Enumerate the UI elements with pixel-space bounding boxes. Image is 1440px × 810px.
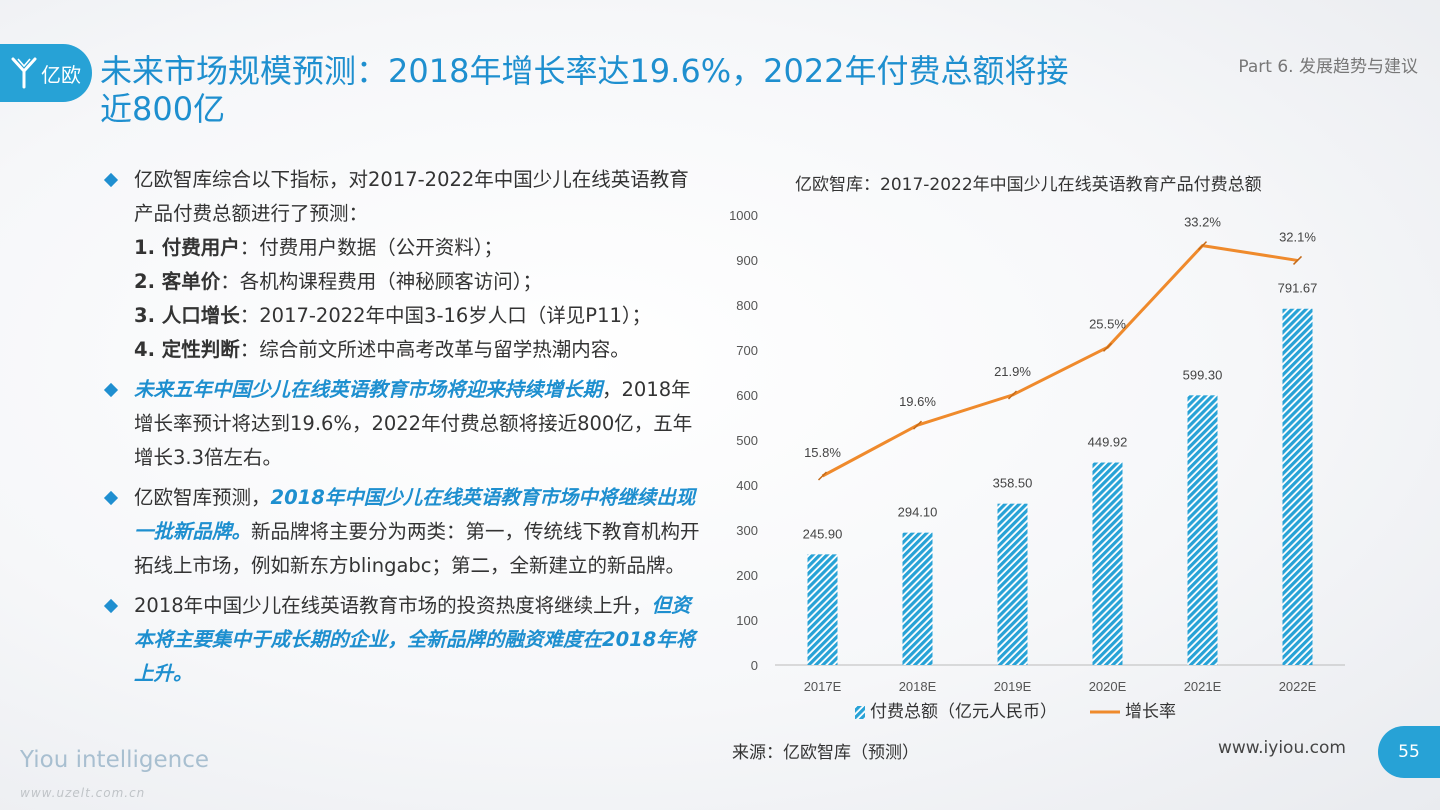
- growth-rate-line: [821, 244, 1298, 478]
- y-tick-label: 1000: [729, 208, 758, 223]
- y-tick-label: 700: [736, 343, 758, 358]
- x-tick-label: 2019E: [994, 679, 1032, 694]
- indicator-text: ：各机构课程费用（神秘顾客访问）；: [220, 270, 543, 293]
- bullet-investment: 2018年中国少儿在线英语教育市场的投资热度将继续上升，但资本将主要集中于成长期…: [103, 589, 704, 691]
- bar-value-label: 358.50: [993, 476, 1033, 491]
- growth-rate-point: [1292, 255, 1303, 265]
- site-url[interactable]: www.iyiou.com: [1218, 738, 1346, 758]
- bullet-pre: 2018年中国少儿在线英语教育市场的投资热度将继续上升，: [134, 594, 652, 617]
- x-tick-label: 2020E: [1089, 679, 1127, 694]
- indicator-label: 3. 人口增长: [134, 304, 240, 327]
- y-tick-label: 900: [736, 253, 758, 268]
- legend-bar-swatch: [855, 706, 865, 719]
- indicator-text: ：2017-2022年中国3-16岁人口（详见P11）；: [239, 304, 652, 327]
- bullet-highlight: 但资本将主要集中于成长期的企业，全新品牌的融资难度在2018年将上升。: [134, 594, 696, 685]
- logo: 亿欧: [0, 44, 92, 102]
- y-tick-label: 200: [736, 568, 758, 583]
- bar: [807, 554, 838, 665]
- source-note: 来源：亿欧智库（预测）: [732, 743, 919, 763]
- bar-value-label: 791.67: [1278, 281, 1318, 296]
- indicator-label: 4. 定性判断: [134, 338, 240, 361]
- growth-rate-point: [1102, 342, 1113, 352]
- growth-rate-point: [817, 471, 828, 481]
- growth-rate-label: 15.8%: [804, 445, 841, 460]
- bullet-diamond-icon: [103, 490, 119, 506]
- bullet-highlight: 2018年中国少儿在线英语教育市场中将继续出现一批新品牌。: [134, 486, 696, 543]
- chart-title: 亿欧智库：2017-2022年中国少儿在线英语教育产品付费总额: [795, 175, 1262, 195]
- bar: [1282, 308, 1313, 665]
- bar-value-label: 449.92: [1088, 435, 1128, 450]
- y-tick-label: 500: [736, 433, 758, 448]
- legend-bar-label: 付费总额（亿元人民币）: [870, 702, 1057, 722]
- bullet-diamond-icon: [103, 598, 119, 614]
- bullet-text: ，2018年增长率预计将达到19.6%，2022年付费总额将接近800亿，五年增…: [134, 378, 693, 469]
- payment-total-chart: 0 100 200 300 400 500 600 700 800 900 1000 2017E 201…: [729, 208, 1345, 722]
- bar: [1187, 395, 1218, 665]
- bullet-new-brands: 亿欧智库预测，2018年中国少儿在线英语教育市场中将继续出现一批新品牌。新品牌将…: [103, 481, 704, 583]
- bullet-pre: 亿欧智库预测，: [134, 486, 271, 509]
- bar: [997, 503, 1028, 665]
- indicator-text: ：综合前文所述中高考改革与留学热潮内容。: [239, 338, 630, 361]
- bullet-text: 新品牌将主要分为两类：第一，传统线下教育机构开拓线上市场，例如新东方blinga…: [134, 520, 700, 577]
- y-tick-label: 300: [736, 523, 758, 538]
- growth-rate-label: 21.9%: [994, 364, 1031, 379]
- page-title: 未来市场规模预测：2018年增长率达19.6%，2022年付费总额将接近800亿: [100, 52, 1069, 128]
- bullet-diamond-icon: [103, 172, 119, 188]
- indicator-item: 4. 定性判断：综合前文所述中高考改革与留学热潮内容。: [134, 333, 704, 367]
- x-tick-label: 2022E: [1279, 679, 1317, 694]
- bullet-list: 亿欧智库综合以下指标，对2017-2022年中国少儿在线英语教育产品付费总额进行…: [103, 163, 704, 697]
- growth-rate-point: [1197, 241, 1208, 251]
- y-tick-label: 0: [751, 658, 758, 673]
- y-tick-label: 400: [736, 478, 758, 493]
- x-tick-label: 2018E: [899, 679, 937, 694]
- growth-rate-point: [912, 420, 923, 430]
- growth-rate-point: [1007, 390, 1018, 400]
- y-tick-label: 100: [736, 613, 758, 628]
- bar: [902, 532, 933, 665]
- watermark: www.uzelt.com.cn: [20, 786, 146, 800]
- indicator-item: 1. 付费用户：付费用户数据（公开资料）；: [134, 231, 704, 265]
- bullet-diamond-icon: [103, 382, 119, 398]
- bar-value-label: 245.90: [803, 526, 843, 541]
- bullet-growth: 未来五年中国少儿在线英语教育市场将迎来持续增长期，2018年增长率预计将达到19…: [103, 373, 704, 475]
- growth-rate-label: 32.1%: [1279, 229, 1316, 244]
- bar-value-label: 599.30: [1183, 367, 1223, 382]
- indicator-label: 1. 付费用户: [134, 236, 240, 259]
- y-tick-label: 600: [736, 388, 758, 403]
- section-label: Part 6. 发展趋势与建议: [1238, 57, 1418, 77]
- x-tick-label: 2017E: [804, 679, 842, 694]
- bullet-methodology: 亿欧智库综合以下指标，对2017-2022年中国少儿在线英语教育产品付费总额进行…: [103, 163, 704, 367]
- growth-rate-label: 33.2%: [1184, 215, 1221, 230]
- indicator-text: ：付费用户数据（公开资料）；: [239, 236, 504, 259]
- bullet-intro: 亿欧智库综合以下指标，对2017-2022年中国少儿在线英语教育产品付费总额进行…: [134, 168, 689, 225]
- bar: [1092, 462, 1123, 665]
- bullet-highlight: 未来五年中国少儿在线英语教育市场将迎来持续增长期: [134, 378, 603, 401]
- bar-value-label: 294.10: [898, 505, 938, 520]
- y-tick-label: 800: [736, 298, 758, 313]
- page-number: 55: [1378, 726, 1440, 778]
- indicator-item: 2. 客单价：各机构课程费用（神秘顾客访问）；: [134, 265, 704, 299]
- logo-y-icon: [11, 57, 37, 89]
- indicator-item: 3. 人口增长：2017-2022年中国3-16岁人口（详见P11）；: [134, 299, 704, 333]
- brand-name: Yiou intelligence: [20, 747, 210, 773]
- logo-text: 亿欧: [41, 62, 81, 87]
- indicator-label: 2. 客单价: [134, 270, 221, 293]
- legend-line-label: 增长率: [1125, 702, 1176, 722]
- x-tick-label: 2021E: [1184, 679, 1222, 694]
- growth-rate-label: 25.5%: [1089, 316, 1126, 331]
- growth-rate-label: 19.6%: [899, 394, 936, 409]
